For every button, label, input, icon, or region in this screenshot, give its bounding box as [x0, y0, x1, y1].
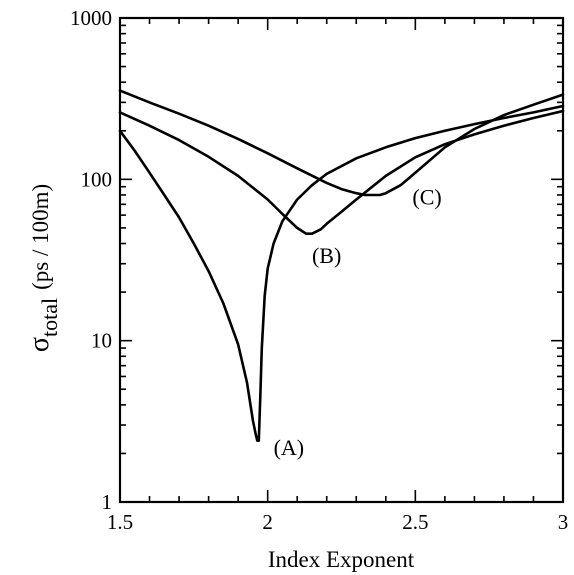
- x-axis-label: Index Exponent: [268, 547, 415, 572]
- y-axis-label-symbol: σ: [24, 337, 55, 352]
- y-tick-label: 1000: [70, 6, 112, 30]
- curve-a-label: (A): [274, 435, 305, 460]
- x-tick-label: 3: [558, 510, 569, 534]
- y-axis-label-unit: (ps / 100m): [28, 184, 53, 290]
- curve-a: [118, 104, 565, 442]
- curve-b-label: (B): [312, 243, 341, 268]
- tick-labels: 1.5 2 2.5 3 1 10 100 1000: [70, 6, 568, 534]
- axis-ticks: [119, 17, 564, 503]
- y-axis-label-subscript: total: [37, 298, 62, 337]
- y-tick-label: 10: [91, 329, 112, 353]
- curve-c: [118, 89, 565, 197]
- curve-c-label: (C): [412, 185, 441, 210]
- y-axis-label: σtotal (ps / 100m): [24, 184, 62, 352]
- curve-b: [118, 109, 565, 235]
- x-tick-label: 1.5: [107, 510, 133, 534]
- plot-frame: [118, 16, 565, 504]
- y-tick-label: 100: [81, 167, 113, 191]
- x-tick-label: 2.5: [402, 510, 428, 534]
- x-tick-label: 2: [262, 510, 273, 534]
- series-labels: (A) (B) (C): [274, 185, 442, 460]
- curves: [118, 89, 565, 442]
- y-tick-label: 1: [102, 490, 113, 514]
